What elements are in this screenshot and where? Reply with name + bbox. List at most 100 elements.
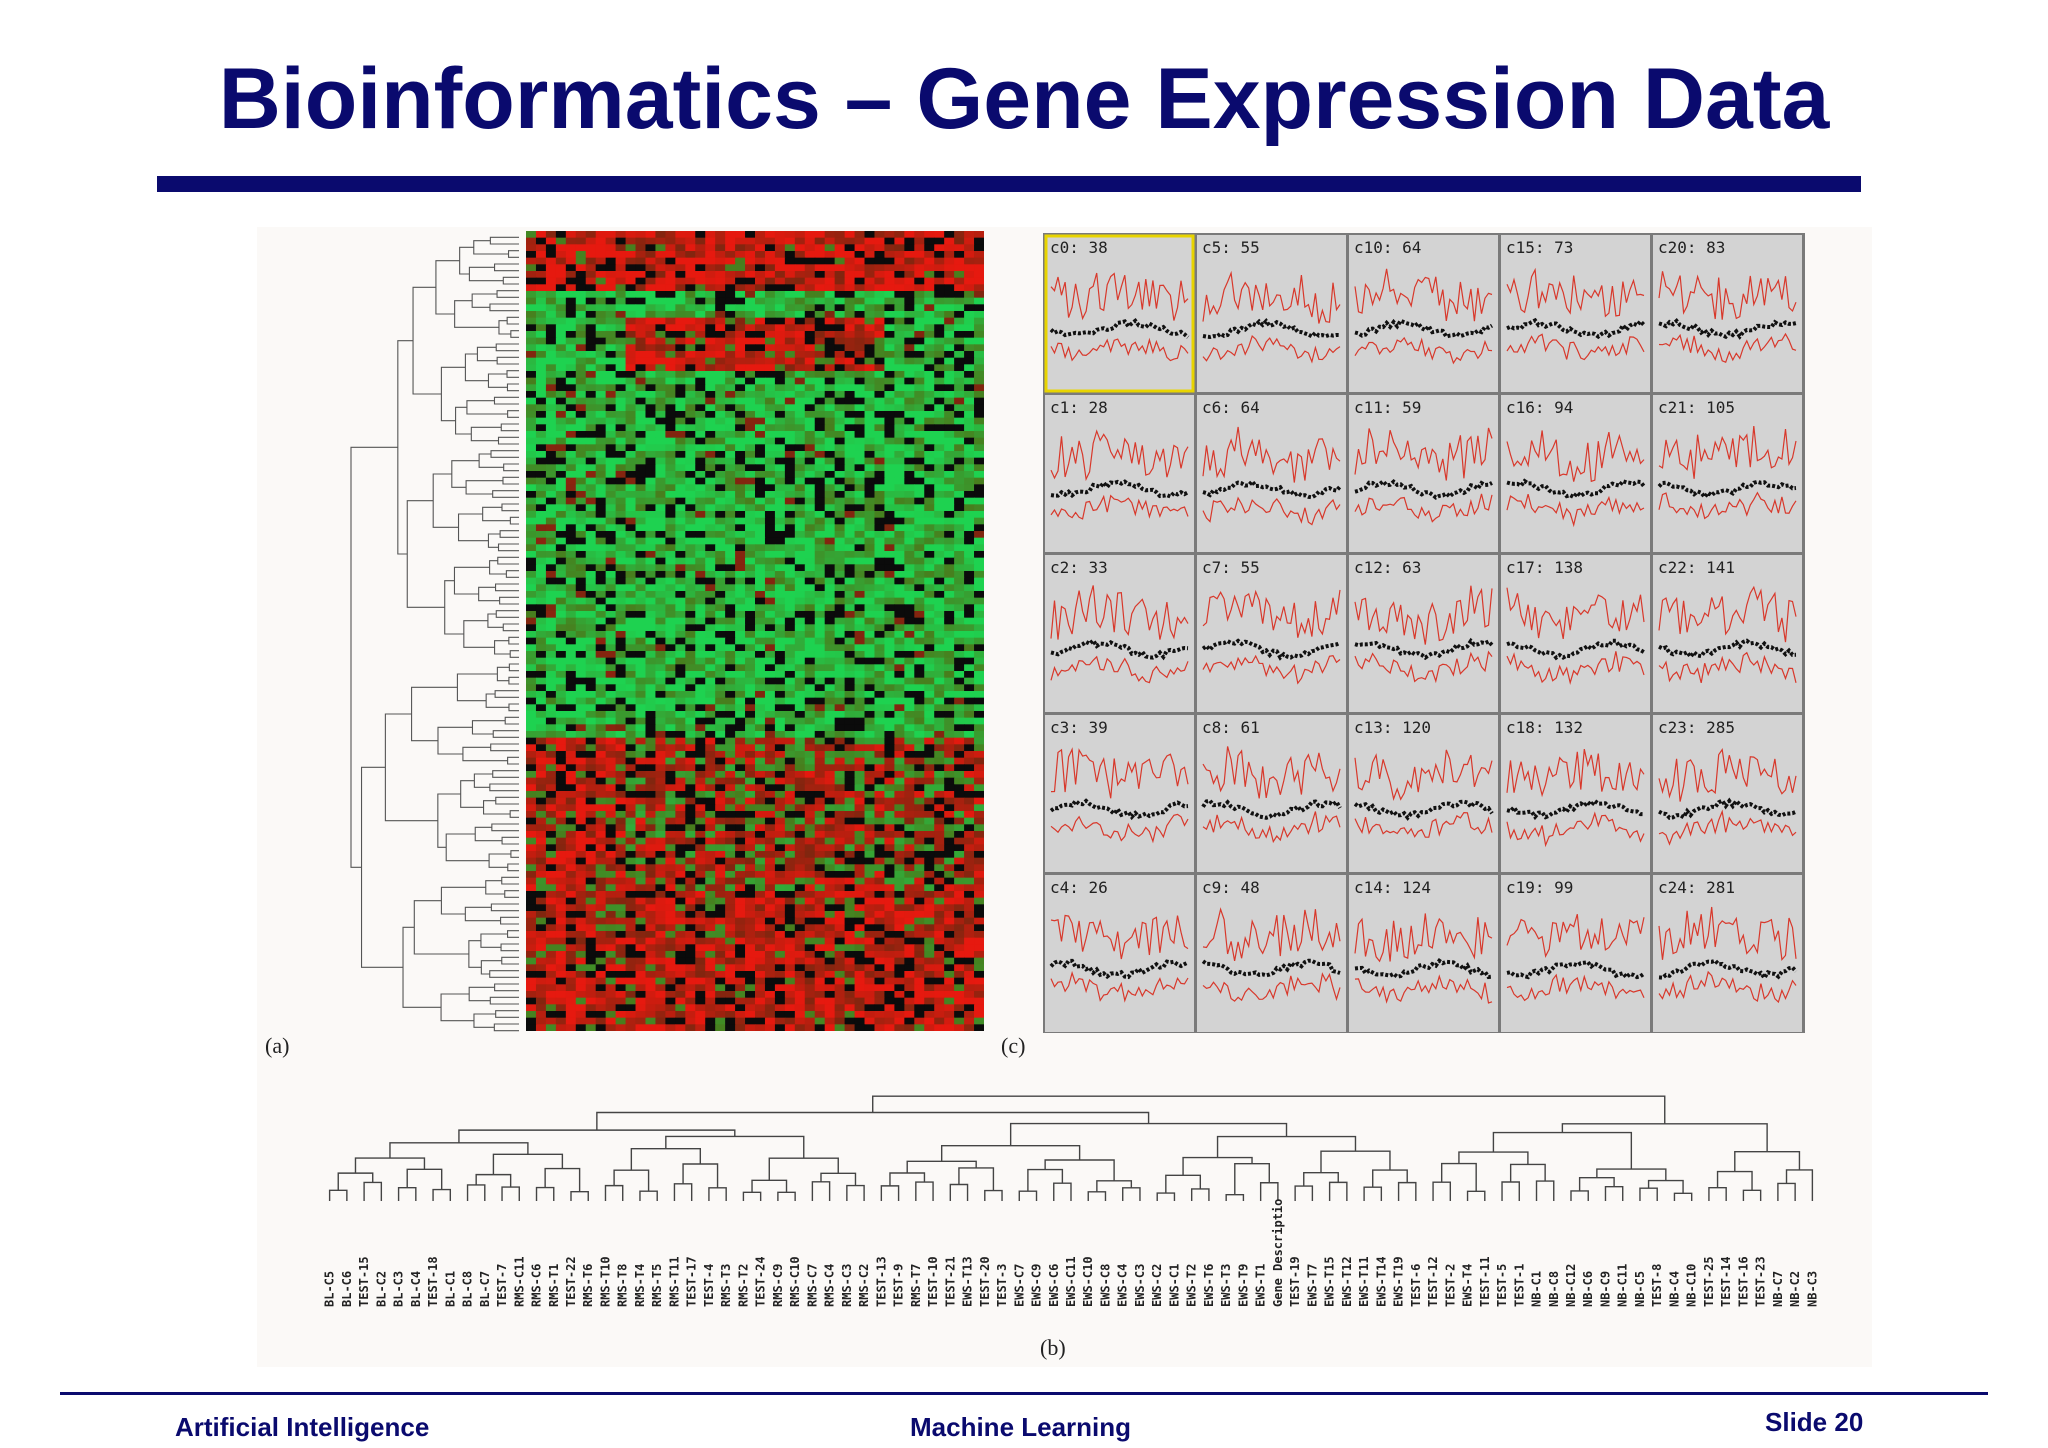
sample-label: EWS-T14 [1374,1256,1388,1307]
sample-label: RMS-T5 [650,1264,664,1307]
panel-a-label: (a) [265,1033,290,1058]
sample-label: NB-C2 [1788,1271,1802,1307]
sample-label: RMS-C11 [512,1256,526,1307]
panel-c-label: (c) [1001,1033,1026,1058]
sample-label: RMS-T7 [909,1264,923,1307]
sample-label: BL-C4 [409,1271,423,1307]
cluster-panel-c9: c9: 48 [1197,875,1346,1032]
sample-label: RMS-T4 [633,1264,647,1307]
sample-label: TEST-15 [357,1256,371,1307]
panel-b-label: (b) [1040,1335,1066,1360]
sample-labels: BL-C5 BL-C6 TEST-15 BL-C2 BL-C3 BL-C4 TEST-18 B… [323,1199,1817,1307]
sample-dendrogram [328,1095,1814,1201]
sample-label: TEST-16 [1736,1256,1750,1307]
sample-label: TEST-6 [1409,1264,1423,1307]
sample-label: NB-C6 [1581,1271,1595,1307]
cluster-panel-c10: c10: 64 [1349,235,1498,392]
sample-label: RMS-C9 [771,1264,785,1307]
sample-label: EWS-C8 [1098,1264,1112,1307]
sample-label: EWS-T15 [1323,1256,1337,1307]
cluster-panel-c22: c22: 141 [1653,555,1802,712]
cluster-panel-c14: c14: 124 [1349,875,1498,1032]
cluster-panel-c16: c16: 94 [1501,395,1650,552]
cluster-panel-c20: c20: 83 [1653,235,1802,392]
sample-label: NB-C8 [1547,1271,1561,1307]
sample-label: RMS-C6 [530,1264,544,1307]
sample-label: EWS-C6 [1047,1264,1061,1307]
sample-label: TEST-14 [1719,1256,1733,1307]
sample-label: TEST-2 [1443,1264,1457,1307]
sample-label: EWS-T12 [1340,1256,1354,1307]
cluster-panel-c21: c21: 105 [1653,395,1802,552]
sample-label: NB-C9 [1598,1271,1612,1307]
sample-label: EWS-T13 [961,1256,975,1307]
sample-label: TEST-24 [754,1256,768,1307]
cluster-panel-c13: c13: 120 [1349,715,1498,872]
sample-label: TEST-21 [943,1256,957,1307]
sample-label: EWS-C3 [1133,1264,1147,1307]
sample-label: EWS-C4 [1116,1264,1130,1307]
sample-label: TEST-17 [685,1256,699,1307]
cluster-panel-c11: c11: 59 [1349,395,1498,552]
cluster-panel-c7: c7: 55 [1197,555,1346,712]
sample-label: EWS-C9 [1030,1264,1044,1307]
sample-label: EWS-T4 [1461,1264,1475,1307]
cluster-panel-c1: c1: 28 [1045,395,1194,552]
sample-label: EWS-C7 [1012,1264,1026,1307]
cluster-panel-c2: c2: 33 [1045,555,1194,712]
sample-label: EWS-T2 [1185,1264,1199,1307]
sample-label: BL-C7 [478,1271,492,1307]
sample-label: EWS-T6 [1202,1264,1216,1307]
sample-label: BL-C6 [340,1271,354,1307]
sample-label: RMS-C7 [805,1264,819,1307]
cluster-panel-c0: c0: 38 [1044,234,1195,393]
cluster-panel-c8: c8: 61 [1197,715,1346,872]
sample-label: EWS-C2 [1150,1264,1164,1307]
footer-right: Slide 20 [1765,1407,1864,1437]
sample-label: NB-C3 [1805,1271,1817,1307]
sample-label: NB-C10 [1685,1264,1699,1307]
sample-label: TEST-7 [495,1264,509,1307]
sample-label: TEST-3 [995,1264,1009,1307]
footer-center: Machine Learning [910,1412,1132,1442]
title-divider [157,176,1861,192]
sample-label: TEST-22 [564,1256,578,1307]
sample-label: RMS-T2 [736,1264,750,1307]
sample-label: NB-C7 [1771,1271,1785,1307]
sample-label: RMS-C4 [823,1264,837,1307]
sample-label: RMS-C3 [840,1264,854,1307]
sample-label: RMS-T6 [581,1264,595,1307]
sample-label: TEST-19 [1288,1256,1302,1307]
sample-label: TEST-25 [1702,1256,1716,1307]
sample-label: TEST-9 [892,1264,906,1307]
sample-label: TEST-4 [702,1264,716,1307]
sample-label: TEST-1 [1512,1264,1526,1307]
cluster-panel-c19: c19: 99 [1501,875,1650,1032]
row-dendrogram [350,236,519,1032]
sample-label: TEST-10 [926,1256,940,1307]
sample-label: RMS-C2 [857,1264,871,1307]
cluster-panel-c3: c3: 39 [1045,715,1194,872]
sample-label: NB-C1 [1530,1271,1544,1307]
sample-label: TEST-12 [1426,1256,1440,1307]
sample-label: EWS-C11 [1064,1256,1078,1307]
footer-left: Artificial Intelligence [175,1412,430,1442]
sample-label: EWS-C1 [1167,1264,1181,1307]
sample-label: TEST-23 [1754,1256,1768,1307]
cluster-panel-c17: c17: 138 [1501,555,1650,712]
sample-label: EWS-T1 [1254,1264,1268,1307]
sample-label: EWS-T11 [1357,1256,1371,1307]
cluster-panel-c4: c4: 26 [1045,875,1194,1032]
cluster-panel-c23: c23: 285 [1653,715,1802,872]
cluster-panel-c12: c12: 63 [1349,555,1498,712]
sample-label: EWS-C10 [1081,1256,1095,1307]
sample-label: RMS-T8 [616,1264,630,1307]
cluster-panel-c24: c24: 281 [1653,875,1802,1032]
sample-label: NB-C5 [1633,1271,1647,1307]
sample-label: EWS-T19 [1392,1256,1406,1307]
cluster-panel-c18: c18: 132 [1501,715,1650,872]
cluster-panel-c15: c15: 73 [1501,235,1650,392]
cluster-panel-c6: c6: 64 [1197,395,1346,552]
sample-label: TEST-11 [1478,1256,1492,1307]
